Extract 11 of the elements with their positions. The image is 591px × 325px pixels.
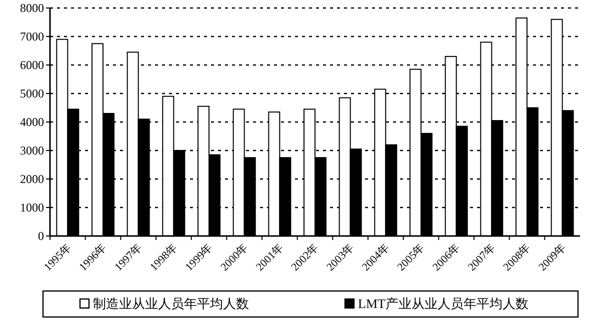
y-tick-label: 2000 [20, 172, 44, 186]
y-tick-label: 6000 [20, 58, 44, 72]
legend-label: 制造业从业人员年平均人数 [93, 296, 249, 311]
y-tick-label: 4000 [20, 115, 44, 129]
y-tick-label: 0 [38, 229, 44, 243]
y-tick-label: 3000 [20, 144, 44, 158]
y-tick-label: 7000 [20, 30, 44, 44]
y-tick-label: 8000 [20, 1, 44, 15]
y-tick-label: 5000 [20, 86, 44, 100]
y-tick-label: 1000 [20, 200, 44, 214]
legend-label: LMT产业从业人员年平均人数 [358, 296, 528, 311]
